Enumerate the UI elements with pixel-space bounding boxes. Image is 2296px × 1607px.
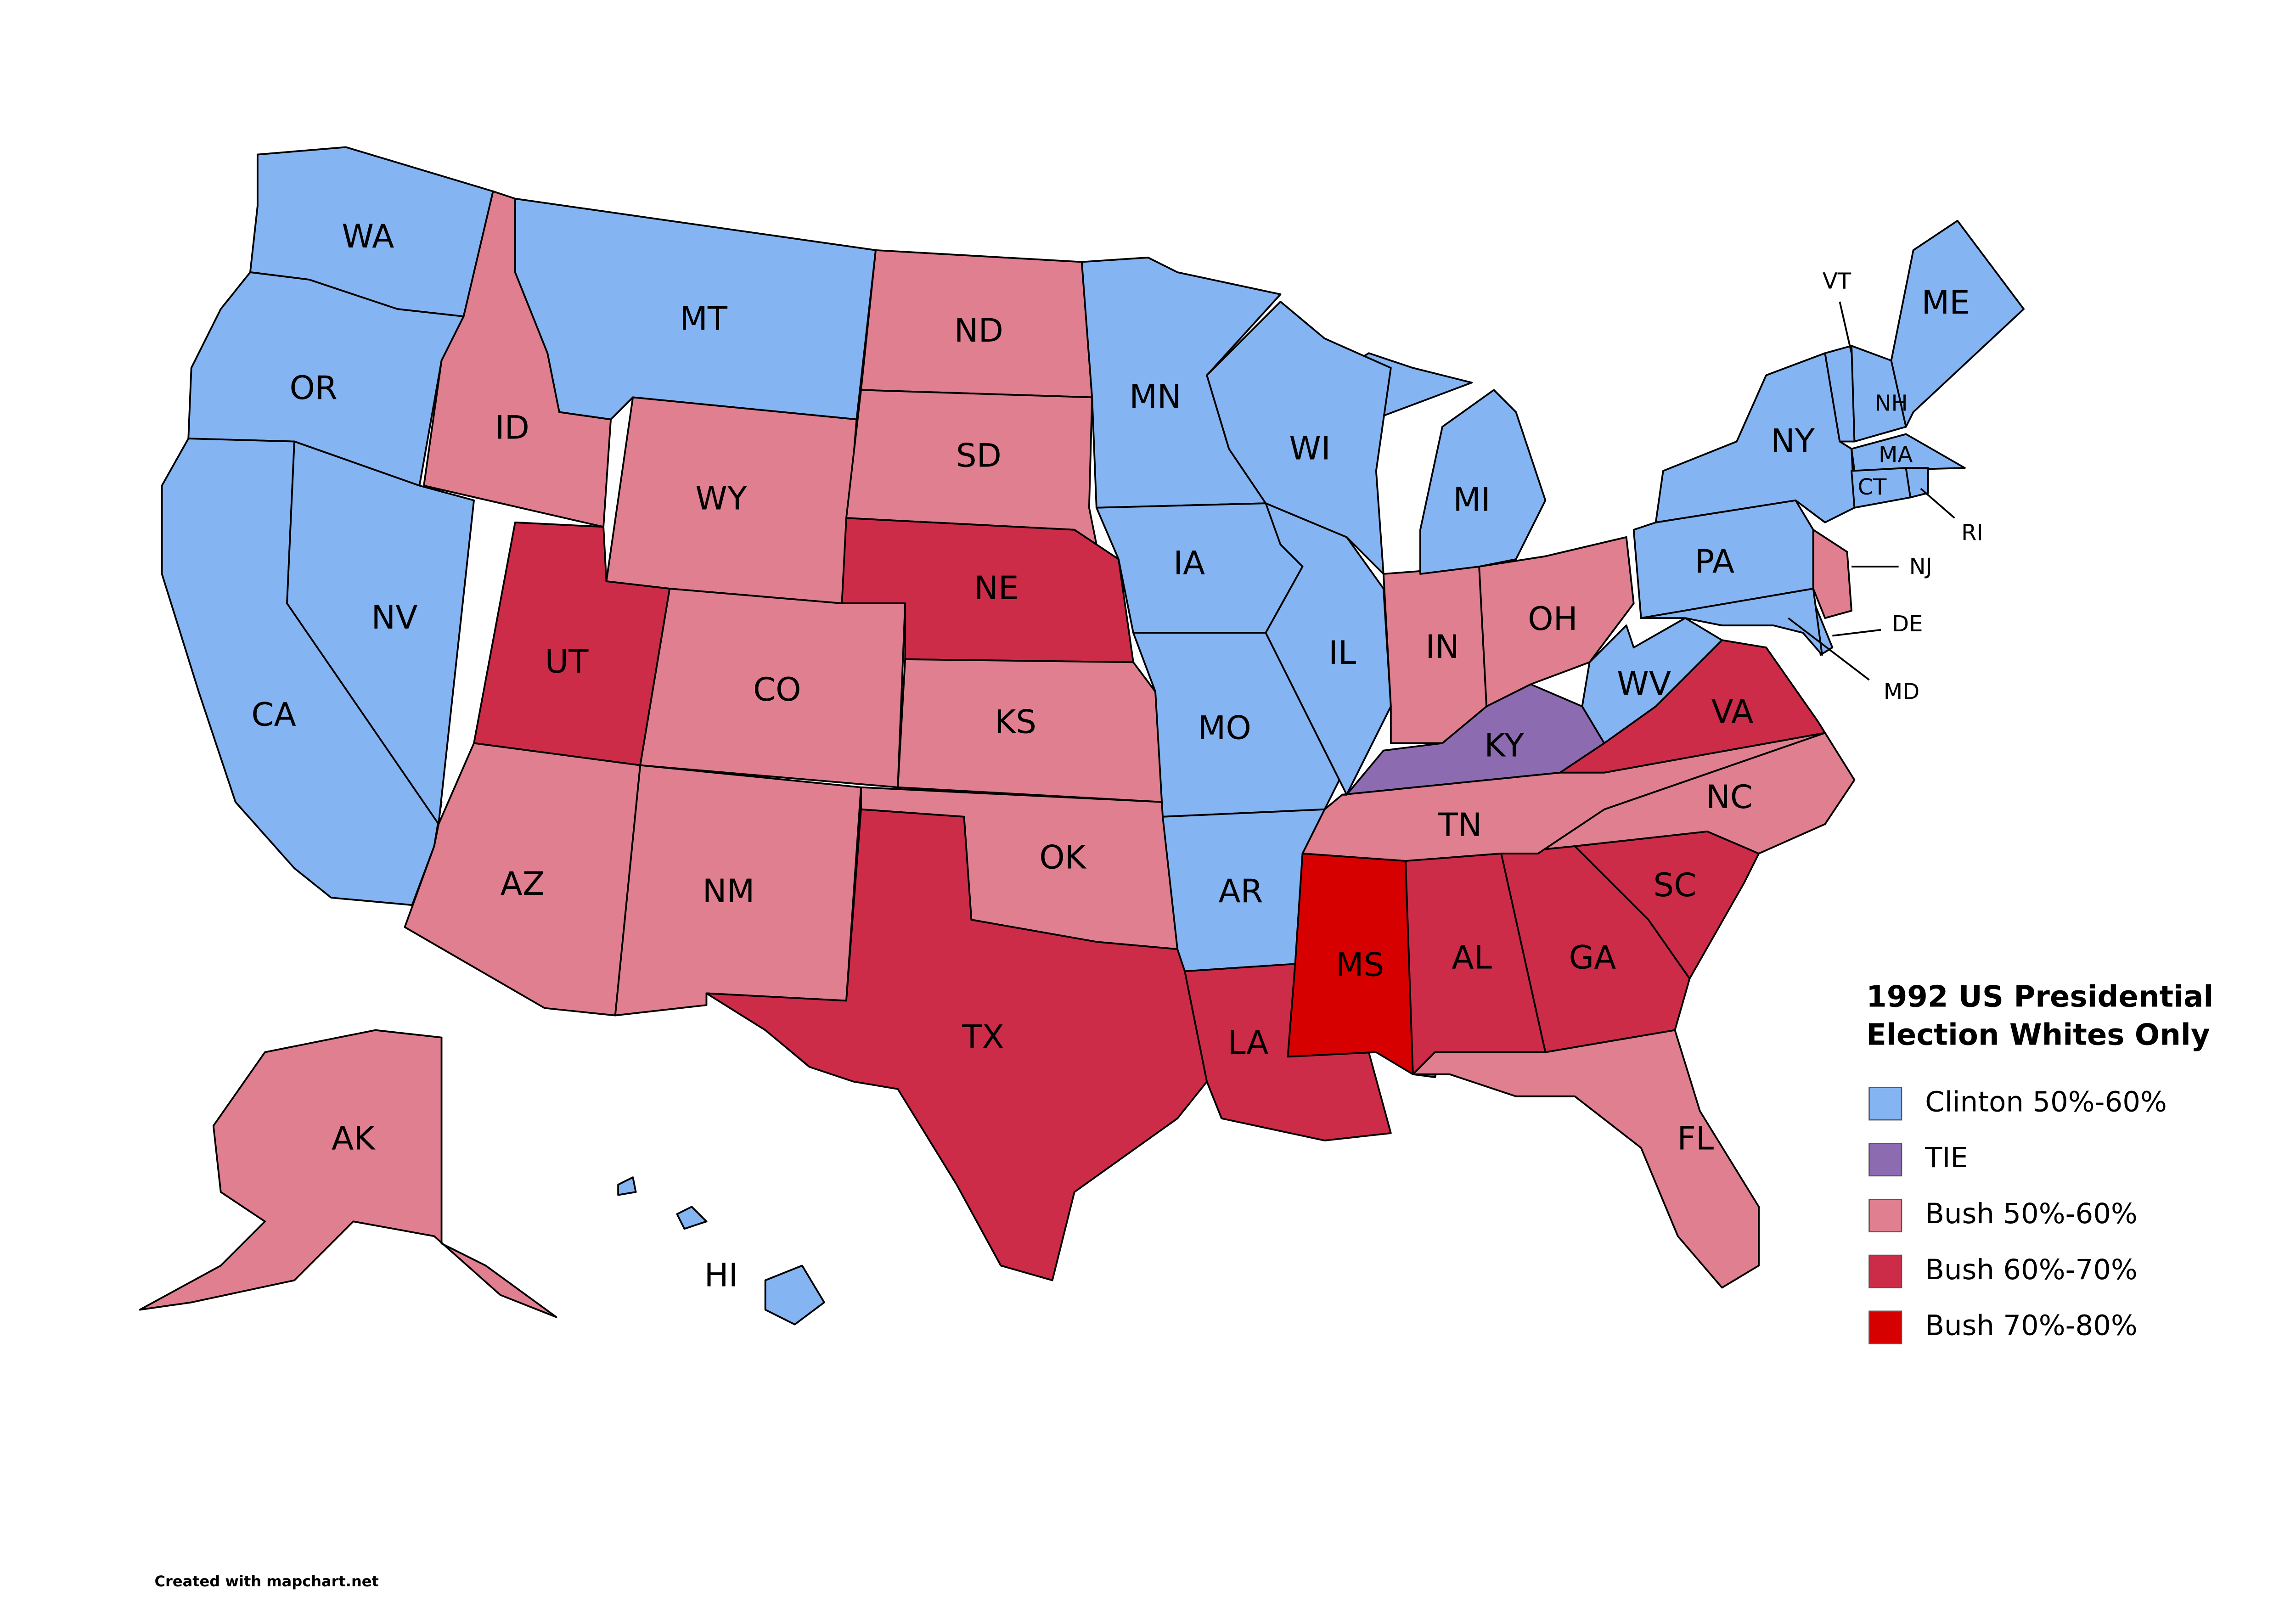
state-label: KY — [1484, 727, 1525, 764]
state — [1206, 301, 1392, 575]
state-label: WV — [1617, 665, 1671, 702]
legend-label: TIE — [1925, 1141, 1968, 1174]
state-label: CT — [1857, 474, 1887, 500]
legend-title: 1992 US Presidential — [1866, 980, 2213, 1014]
state-label: FL — [1677, 1120, 1714, 1157]
legend-label: Clinton 50%-60% — [1925, 1085, 2167, 1118]
state-label: IL — [1328, 634, 1356, 672]
state-label: NC — [1706, 778, 1753, 816]
state-label: OK — [1039, 838, 1086, 876]
state — [705, 808, 1208, 1281]
state-label: DE — [1892, 611, 1923, 637]
state — [1890, 219, 2025, 428]
state-label: TN — [1438, 806, 1482, 844]
state-label: ME — [1921, 284, 1970, 321]
state-label: MI — [1453, 481, 1491, 518]
state-label: NM — [703, 872, 755, 910]
legend-swatch — [1868, 1087, 1902, 1121]
state-label: NY — [1771, 422, 1815, 460]
state — [1851, 433, 1966, 472]
state — [286, 440, 475, 825]
state-label: AR — [1218, 872, 1263, 910]
leader-line — [1839, 301, 1852, 354]
state-label: MT — [680, 300, 728, 337]
state-label: TX — [962, 1018, 1004, 1056]
legend-swatch — [1868, 1143, 1902, 1177]
state-label: ND — [954, 312, 1003, 349]
state-label: SD — [956, 437, 1002, 474]
state-label: NJ — [1909, 554, 1932, 579]
state — [139, 1029, 557, 1318]
state — [1478, 536, 1635, 708]
state-label: MS — [1336, 946, 1384, 983]
state-label: MA — [1879, 442, 1913, 468]
state-label: SC — [1653, 866, 1696, 904]
legend-label: Bush 60%-70% — [1925, 1253, 2138, 1286]
state-label: AL — [1452, 938, 1492, 976]
state-label: KS — [995, 703, 1036, 741]
state-label: AZ — [501, 865, 545, 903]
state — [1412, 1029, 1760, 1289]
state-label: UT — [545, 643, 589, 680]
legend-swatch — [1868, 1310, 1902, 1344]
state — [617, 1176, 825, 1326]
state-label: CO — [753, 671, 801, 708]
legend-swatch — [1868, 1254, 1902, 1288]
state-label: OH — [1528, 600, 1578, 638]
state-label: MN — [1129, 378, 1182, 416]
state-label: OR — [289, 369, 337, 407]
state-label: NE — [974, 569, 1019, 607]
leader-line — [1788, 617, 1870, 681]
state-label: GA — [1569, 938, 1616, 976]
state — [404, 742, 642, 1017]
state — [639, 588, 906, 788]
state-label: RI — [1961, 520, 1983, 545]
state-label: AK — [332, 1120, 376, 1157]
leader-line — [1920, 488, 1955, 519]
state-label: NH — [1875, 390, 1908, 416]
state-label: HI — [704, 1257, 738, 1294]
state-label: WY — [695, 479, 748, 517]
leader-line — [1832, 629, 1881, 637]
state-label: CA — [251, 696, 296, 733]
state-label: MO — [1198, 709, 1251, 747]
state-label: MD — [1884, 679, 1919, 705]
states — [139, 146, 2025, 1326]
state-label: VT — [1823, 268, 1851, 294]
state — [1265, 502, 1392, 796]
state — [1341, 683, 1605, 796]
state — [1812, 528, 1852, 619]
state-label: VA — [1711, 693, 1753, 730]
legend-swatch — [1868, 1198, 1902, 1232]
state-label: IA — [1173, 544, 1205, 582]
state-label: PA — [1695, 543, 1734, 580]
footer: Created with mapchart.net — [155, 1573, 379, 1590]
state-label: WA — [342, 218, 394, 255]
state-label: ID — [495, 409, 529, 446]
legend-label: Bush 50%-60% — [1925, 1197, 2138, 1230]
legend-title: Election Whites Only — [1866, 1018, 2210, 1052]
state-label: IN — [1425, 628, 1459, 666]
labels: WA OR CA NV ID MT WY UT CO AZ NM ND SD NE KS OK TX MN IA MO… — [251, 218, 1983, 1294]
state — [1640, 588, 1823, 656]
state-label: LA — [1227, 1024, 1268, 1062]
state-label: WI — [1289, 429, 1331, 467]
legend-label: Bush 70%-80% — [1925, 1309, 2138, 1342]
legend: Clinton 50%-60% TIE Bush 50%-60% Bush 60%-7… — [1868, 1085, 2167, 1344]
state-label: NV — [371, 599, 417, 636]
